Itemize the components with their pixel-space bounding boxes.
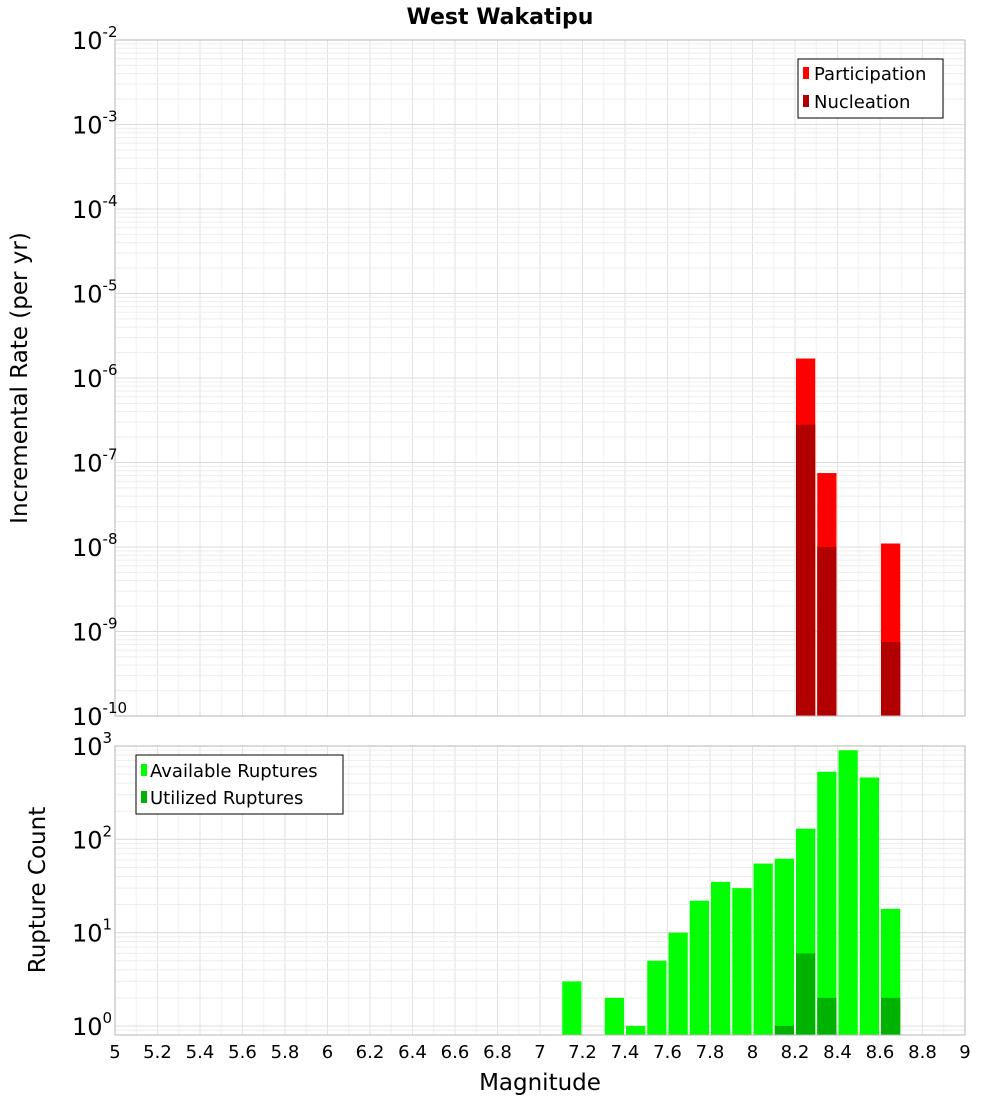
rate-y-tick-label: 10-2: [72, 23, 118, 55]
x-tick-label: 5.2: [143, 1042, 172, 1063]
x-tick-label: 8.6: [866, 1042, 895, 1063]
nucleation-bar: [796, 424, 816, 716]
x-tick-label: 8: [747, 1042, 758, 1063]
rate-y-tick-label: 10-8: [72, 530, 118, 562]
available-ruptures-bar: [753, 863, 773, 1035]
available-ruptures-bar: [689, 900, 709, 1035]
legend-label-utilized: Utilized Ruptures: [150, 788, 303, 809]
rate-legend-box: [797, 58, 944, 119]
count-y-axis-label: Rupture Count: [25, 807, 51, 973]
x-tick-label: 6.4: [398, 1042, 427, 1063]
count-y-tick-label: 100: [72, 1009, 112, 1041]
legend-label-nucleation: Nucleation: [814, 92, 910, 113]
legend-swatch-available: [141, 764, 147, 776]
utilized-ruptures-bar: [796, 953, 816, 1035]
x-tick-label: 5: [109, 1042, 120, 1063]
x-tick-label: 7.8: [696, 1042, 725, 1063]
available-ruptures-bar: [859, 777, 879, 1035]
utilized-ruptures-bar: [817, 997, 837, 1035]
count-legend-box: [135, 754, 344, 815]
count-y-tick-label: 102: [72, 822, 112, 854]
count-bars: [562, 750, 901, 1035]
rate-bars: [796, 358, 901, 716]
x-tick-label: 5.4: [186, 1042, 215, 1063]
nucleation-bar: [881, 642, 901, 716]
x-tick-label: 7.6: [653, 1042, 682, 1063]
x-tick-label: 5.6: [228, 1042, 257, 1063]
available-ruptures-bar: [774, 858, 794, 1035]
available-ruptures-bar: [668, 932, 688, 1035]
count-plot-frame: [114, 745, 966, 1036]
available-ruptures-bar: [711, 881, 731, 1035]
available-ruptures-bar: [732, 888, 752, 1035]
rate-y-ticks: 10-10 10-9 10-8 10-7 10-6 10-5 10-4 10-3 10-2: [72, 23, 127, 731]
legend-swatch-nucleation: [803, 95, 809, 107]
available-ruptures-bar: [562, 981, 582, 1035]
rate-y-tick-label: 10-5: [72, 277, 118, 309]
legend-swatch-participation: [803, 67, 809, 79]
x-tick-label: 6.2: [356, 1042, 385, 1063]
rate-y-tick-label: 10-7: [72, 446, 118, 478]
count-legend: Available Ruptures Utilized Ruptures: [135, 754, 344, 815]
count-x-ticks: 5 5.2 5.4 5.6 5.8 6 6.2 6.4 6.6 6.8 7 7.2 7.4 7.6 7.8 8…: [109, 1042, 970, 1063]
available-ruptures-bar: [626, 1025, 646, 1035]
nucleation-bar: [817, 547, 837, 716]
legend-label-available: Available Ruptures: [150, 761, 318, 782]
rate-y-tick-label: 10-9: [72, 615, 118, 647]
x-tick-label: 9: [959, 1042, 970, 1063]
x-tick-label: 8.2: [781, 1042, 810, 1063]
available-ruptures-bar: [817, 771, 837, 1035]
chart-title: West Wakatipu: [407, 5, 594, 30]
rate-y-tick-label: 10-10: [72, 699, 127, 731]
rate-plot-frame: [114, 39, 966, 717]
rate-y-tick-label: 10-6: [72, 361, 118, 393]
x-tick-label: 6.6: [441, 1042, 470, 1063]
rate-gridlines: [114, 40, 966, 717]
rate-panel: 10-10 10-9 10-8 10-7 10-6 10-5 10-4 10-3 10-2 In…: [7, 23, 966, 731]
x-tick-label: 6.8: [483, 1042, 512, 1063]
utilized-ruptures-bar: [774, 1025, 794, 1035]
x-tick-label: 6: [322, 1042, 333, 1063]
available-ruptures-bar: [647, 960, 667, 1035]
x-tick-label: 7: [534, 1042, 545, 1063]
rate-y-tick-label: 10-3: [72, 108, 118, 140]
x-axis-label: Magnitude: [479, 1070, 601, 1096]
x-tick-label: 8.4: [823, 1042, 852, 1063]
count-panel: 100 101 102 103 5 5.2 5.4 5.6 5.8 6 6.2 6.4 6.6 6.8 7…: [25, 729, 971, 1096]
count-y-tick-label: 101: [72, 916, 112, 948]
rate-legend: Participation Nucleation: [797, 58, 944, 119]
rate-y-axis-label: Incremental Rate (per yr): [7, 232, 33, 524]
available-ruptures-bar: [604, 997, 624, 1035]
count-y-ticks: 100 101 102 103: [72, 729, 112, 1041]
x-tick-label: 5.8: [271, 1042, 300, 1063]
available-ruptures-bar: [838, 750, 858, 1035]
x-tick-label: 8.8: [908, 1042, 937, 1063]
x-tick-label: 7.2: [568, 1042, 597, 1063]
legend-swatch-utilized: [141, 791, 147, 803]
utilized-ruptures-bar: [881, 997, 901, 1035]
x-tick-label: 7.4: [611, 1042, 640, 1063]
legend-label-participation: Participation: [814, 64, 926, 85]
rate-y-tick-label: 10-4: [72, 192, 118, 224]
count-y-tick-label: 103: [72, 729, 112, 761]
